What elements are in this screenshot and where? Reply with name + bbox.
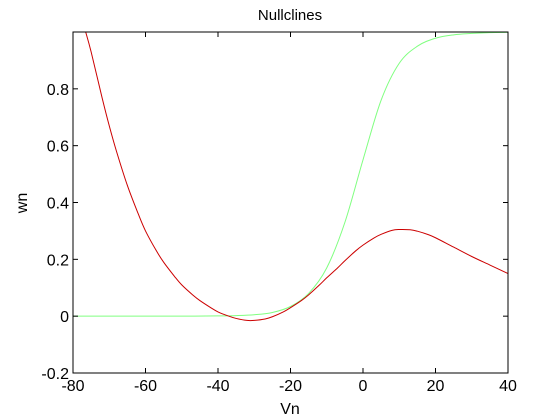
x-tick-label: 40 — [499, 378, 517, 395]
chart-title: Nullclines — [258, 7, 322, 24]
y-tick-label: 0.8 — [47, 82, 69, 99]
x-tick-label: -20 — [279, 378, 302, 395]
plot-area — [73, 32, 508, 373]
y-tick-label: -0.2 — [41, 366, 69, 383]
y-axis-label: wn — [14, 193, 31, 214]
y-tick-label: 0.2 — [47, 252, 69, 269]
y-tick-label: 0.6 — [47, 139, 69, 156]
x-axis-label: Vn — [280, 401, 300, 418]
x-tick-label: -60 — [134, 378, 157, 395]
x-tick-label: 20 — [427, 378, 445, 395]
y-tick-label: 0.4 — [47, 196, 69, 213]
y-tick-label: 0 — [60, 309, 69, 326]
x-tick-label: 0 — [359, 378, 368, 395]
x-tick-label: -40 — [206, 378, 229, 395]
